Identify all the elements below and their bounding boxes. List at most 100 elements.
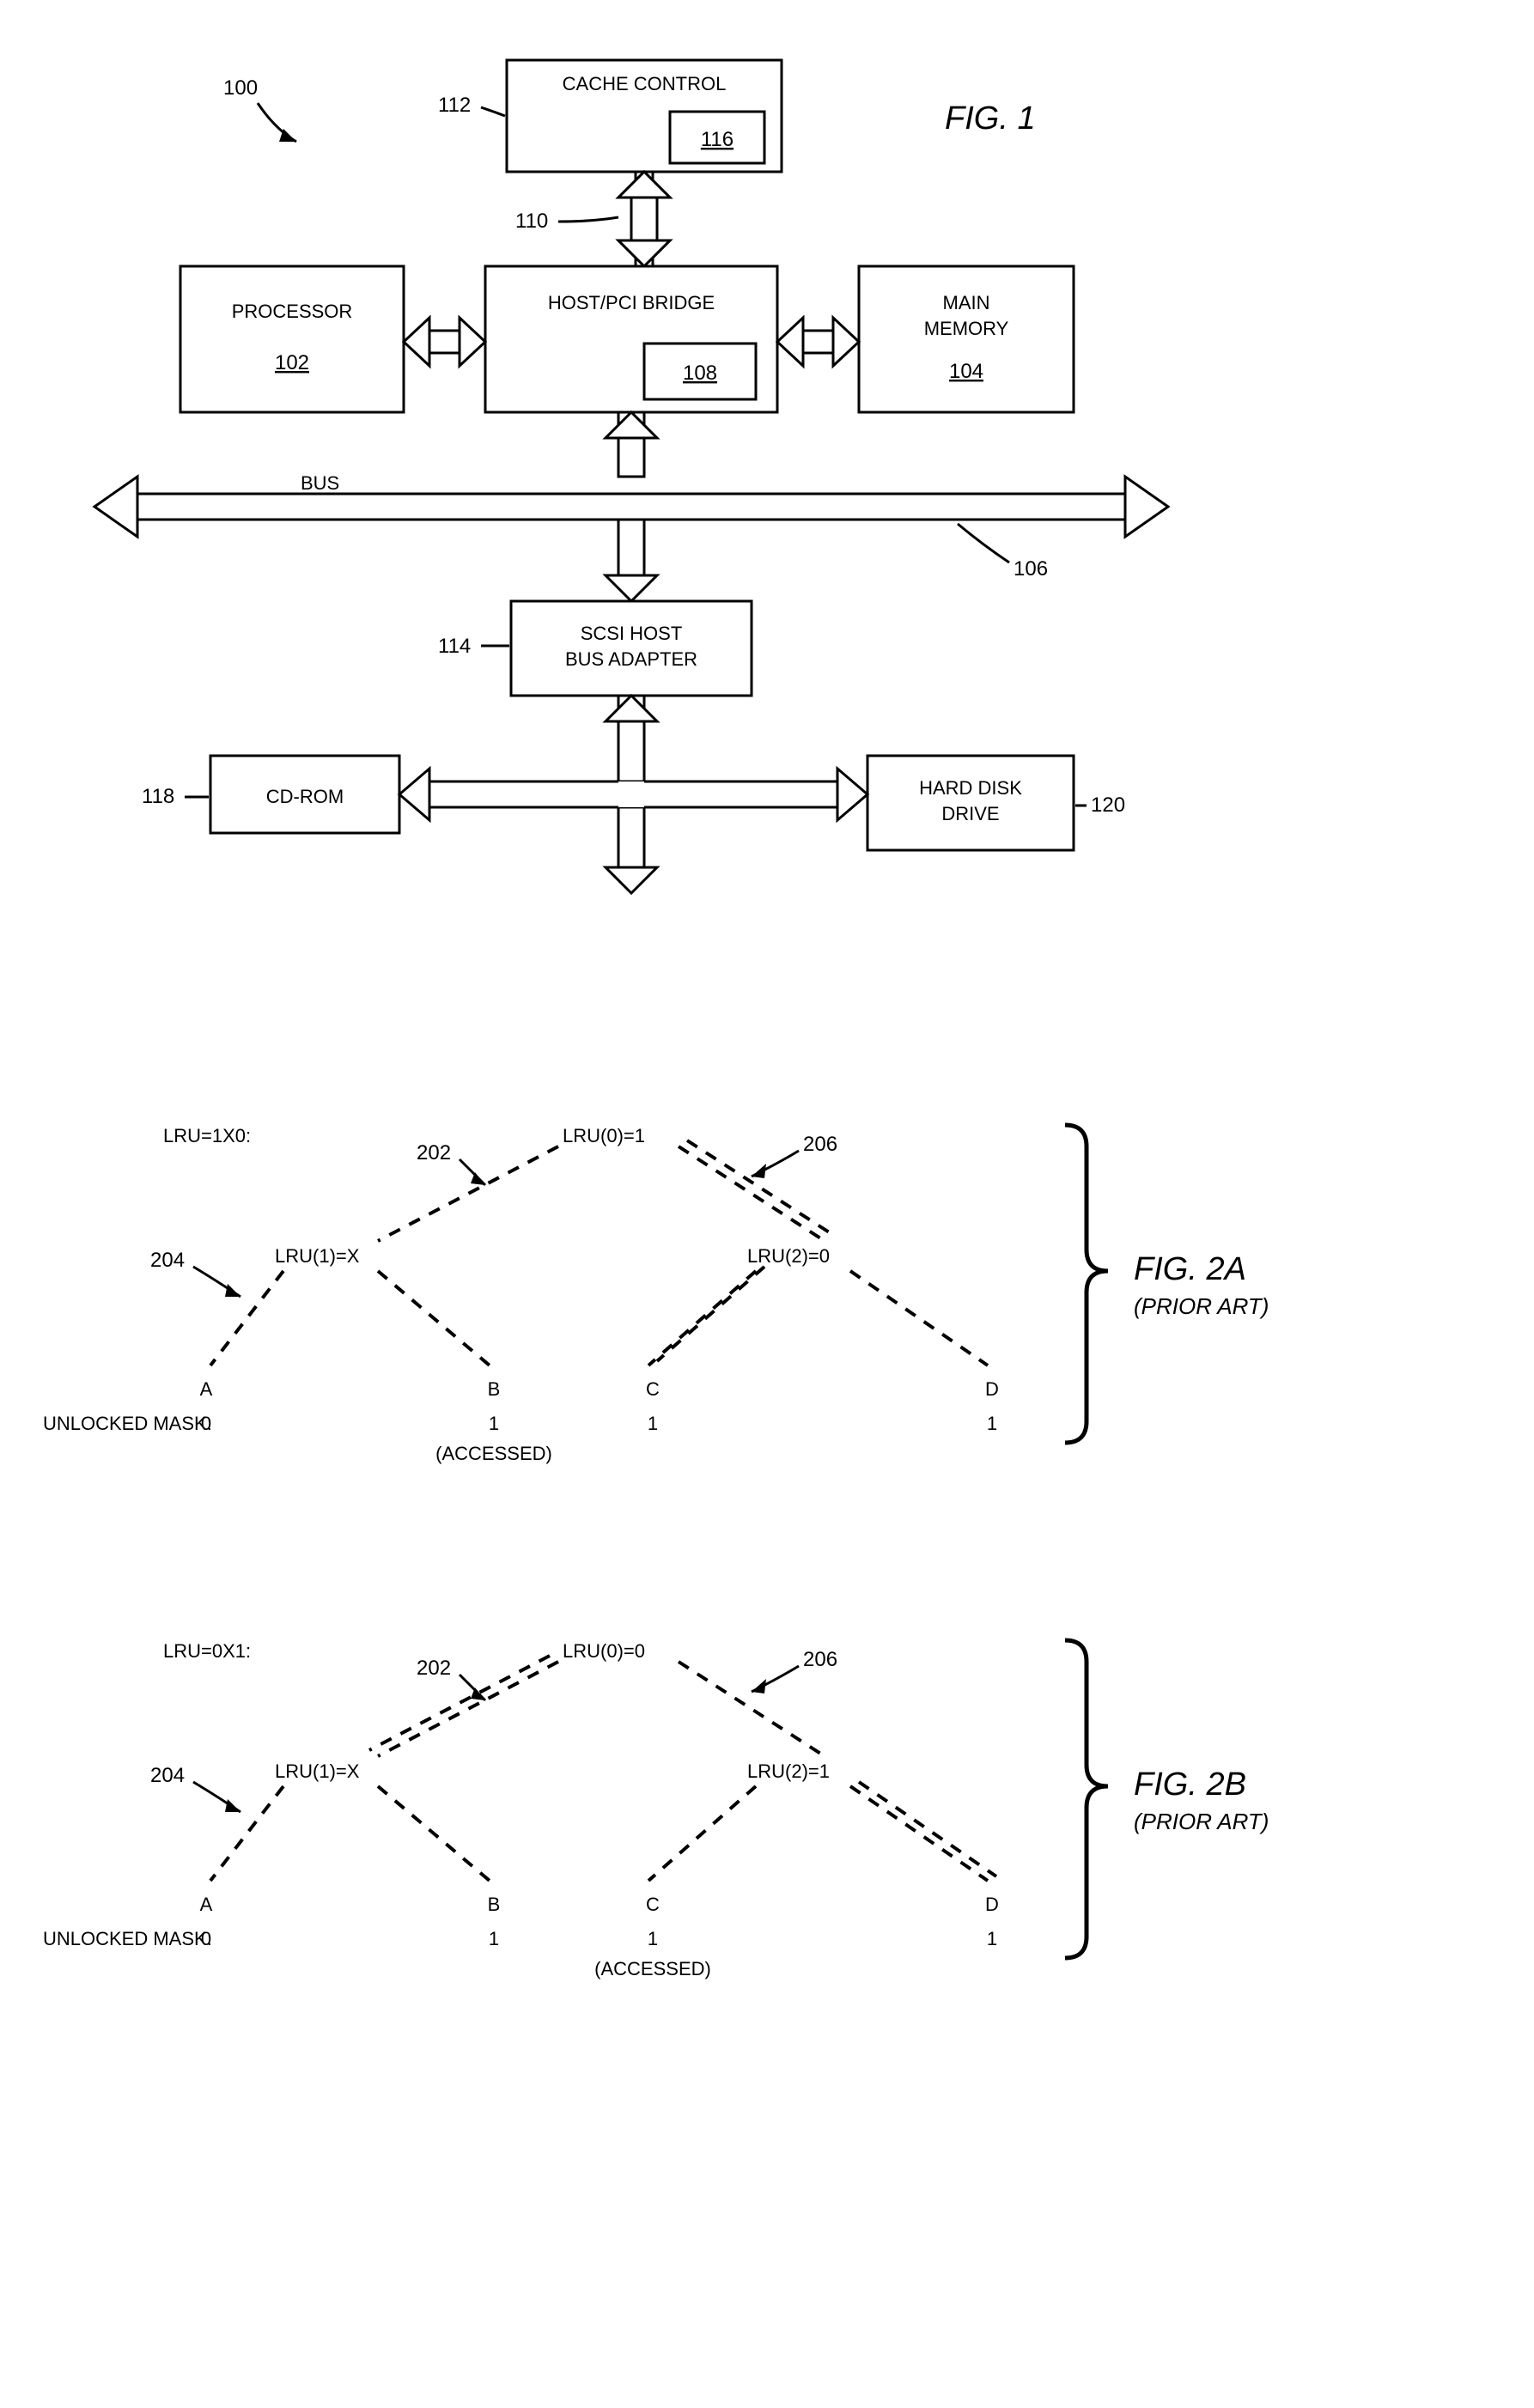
f2b-edge-0-2 bbox=[679, 1662, 825, 1756]
arrow-bus-scsi-down bbox=[606, 575, 657, 601]
f2b-mD: 1 bbox=[987, 1928, 997, 1949]
arrow-bus-scsi-shaft bbox=[618, 520, 644, 580]
fig1-group: FIG. 1 100 CACHE CONTROL 116 112 110 PRO… bbox=[94, 60, 1168, 893]
f2a-mask-label: UNLOCKED MASK: bbox=[43, 1413, 212, 1434]
f2b-edge-0-1b bbox=[369, 1656, 550, 1750]
arrow-bridge-mem-l bbox=[777, 318, 803, 366]
f2b-edge-2-C bbox=[648, 1786, 756, 1881]
f2b-lru1: LRU(1)=X bbox=[275, 1760, 360, 1782]
f2a-lru0: LRU(0)=1 bbox=[563, 1125, 645, 1146]
scsi-cross-right bbox=[837, 769, 867, 820]
fig2a-group: LRU=1X0: LRU(0)=1 202 206 LRU(1)=X LRU(2… bbox=[43, 1125, 1269, 1464]
cross-patch bbox=[618, 781, 644, 807]
f2a-sub: (PRIOR ART) bbox=[1134, 1293, 1269, 1319]
f2b-edge-2-Db bbox=[859, 1782, 996, 1876]
arrow-proc-bridge-r bbox=[460, 318, 485, 366]
f2b-sub: (PRIOR ART) bbox=[1134, 1809, 1269, 1834]
bridge-label: HOST/PCI BRIDGE bbox=[548, 292, 715, 313]
bus-arrow-l bbox=[94, 477, 137, 537]
f2b-edge-0-1a bbox=[378, 1662, 558, 1756]
arrow-cache-bridge-down bbox=[618, 240, 670, 266]
f2b-edge-2-Da bbox=[850, 1786, 988, 1881]
f2a-lru-header: LRU=1X0: bbox=[163, 1125, 251, 1146]
processor-box bbox=[180, 266, 404, 412]
fig2b-group: LRU=0X1: LRU(0)=0 202 206 LRU(1)=X LRU(2… bbox=[43, 1640, 1269, 1979]
f2b-B: B bbox=[488, 1894, 501, 1915]
f2a-mC: 1 bbox=[648, 1413, 658, 1434]
arrow-bridge-bus-up bbox=[606, 412, 657, 438]
f2a-mD: 1 bbox=[987, 1413, 997, 1434]
f2b-title: FIG. 2B bbox=[1134, 1766, 1246, 1803]
f2a-D: D bbox=[985, 1378, 999, 1400]
hdd-l2: DRIVE bbox=[941, 803, 999, 824]
cdrom-label: CD-ROM bbox=[266, 786, 344, 807]
ref-114: 114 bbox=[438, 635, 471, 658]
f2b-lru-header: LRU=0X1: bbox=[163, 1640, 251, 1662]
f2b-ref-202: 202 bbox=[417, 1657, 451, 1680]
f2b-bracket bbox=[1065, 1640, 1108, 1958]
arrow-proc-bridge-l bbox=[404, 318, 429, 366]
bus-arrow-r bbox=[1125, 477, 1168, 537]
cache-label: CACHE CONTROL bbox=[563, 73, 727, 94]
bus-label: BUS bbox=[301, 472, 339, 494]
f2b-D: D bbox=[985, 1894, 999, 1915]
ref-100: 100 bbox=[223, 76, 258, 100]
scsi-cross-down bbox=[606, 867, 657, 893]
f2a-ref-202: 202 bbox=[417, 1141, 451, 1164]
f2a-ref-204: 204 bbox=[150, 1249, 185, 1272]
f2b-mC: 1 bbox=[648, 1928, 658, 1949]
memory-box bbox=[859, 266, 1074, 412]
processor-label: PROCESSOR bbox=[232, 301, 353, 322]
f2b-ref-204: 204 bbox=[150, 1764, 185, 1787]
f2a-lru2: LRU(2)=0 bbox=[747, 1245, 830, 1267]
f2a-A: A bbox=[200, 1378, 213, 1400]
f2a-edge-0-2a bbox=[679, 1146, 825, 1241]
hdd-l1: HARD DISK bbox=[919, 777, 1022, 799]
f2b-lru0: LRU(0)=0 bbox=[563, 1640, 645, 1662]
f2b-ref-206: 206 bbox=[803, 1648, 837, 1671]
arrow-cache-bridge-up bbox=[618, 172, 670, 198]
f2b-accessed: (ACCESSED) bbox=[594, 1958, 711, 1979]
f2a-B: B bbox=[488, 1378, 501, 1400]
ref-110-leader bbox=[558, 217, 618, 222]
arrow-cache-bridge-shaft bbox=[631, 193, 657, 245]
ref-120: 120 bbox=[1091, 794, 1125, 817]
ref-106-leader bbox=[958, 524, 1009, 562]
ref-112-leader bbox=[481, 107, 505, 116]
arrow-bridge-mem-r bbox=[833, 318, 859, 366]
bus-shaft bbox=[129, 494, 1134, 520]
f2a-mA: 0 bbox=[201, 1413, 211, 1434]
f2b-mA: 0 bbox=[201, 1928, 211, 1949]
f2a-title: FIG. 2A bbox=[1134, 1251, 1246, 1287]
f2a-edge-2-Cb bbox=[657, 1267, 764, 1361]
ref-118: 118 bbox=[142, 785, 174, 808]
f2a-ref-206: 206 bbox=[803, 1133, 837, 1156]
f2a-edge-2-D bbox=[850, 1271, 988, 1365]
f2a-lru1: LRU(1)=X bbox=[275, 1245, 360, 1267]
ref-102: 102 bbox=[275, 351, 309, 374]
ref-108: 108 bbox=[683, 362, 717, 385]
f2a-mB: 1 bbox=[489, 1413, 499, 1434]
f2b-mask-label: UNLOCKED MASK: bbox=[43, 1928, 212, 1949]
f2b-C: C bbox=[646, 1894, 660, 1915]
ref-106: 106 bbox=[1014, 557, 1048, 581]
f2a-bracket bbox=[1065, 1125, 1108, 1443]
scsi-cross-up bbox=[606, 696, 657, 721]
f2a-accessed: (ACCESSED) bbox=[435, 1443, 552, 1464]
ref-116: 116 bbox=[701, 128, 734, 151]
scsi-cross-left bbox=[399, 769, 429, 820]
f2a-edge-2-Ca bbox=[648, 1271, 756, 1365]
f2b-edge-1-B bbox=[378, 1786, 490, 1881]
figure-svg: FIG. 1 100 CACHE CONTROL 116 112 110 PRO… bbox=[0, 0, 1534, 2408]
f2a-edge-1-B bbox=[378, 1271, 490, 1365]
ref-110: 110 bbox=[515, 210, 548, 233]
fig1-title: FIG. 1 bbox=[945, 100, 1036, 137]
memory-l1: MAIN bbox=[943, 292, 990, 313]
scsi-l2: BUS ADAPTER bbox=[565, 648, 697, 670]
f2a-C: C bbox=[646, 1378, 660, 1400]
f2b-lru2: LRU(2)=1 bbox=[747, 1760, 830, 1782]
f2a-edge-0-1 bbox=[378, 1146, 558, 1241]
f2b-mB: 1 bbox=[489, 1928, 499, 1949]
scsi-l1: SCSI HOST bbox=[581, 623, 683, 644]
memory-l2: MEMORY bbox=[924, 318, 1009, 339]
